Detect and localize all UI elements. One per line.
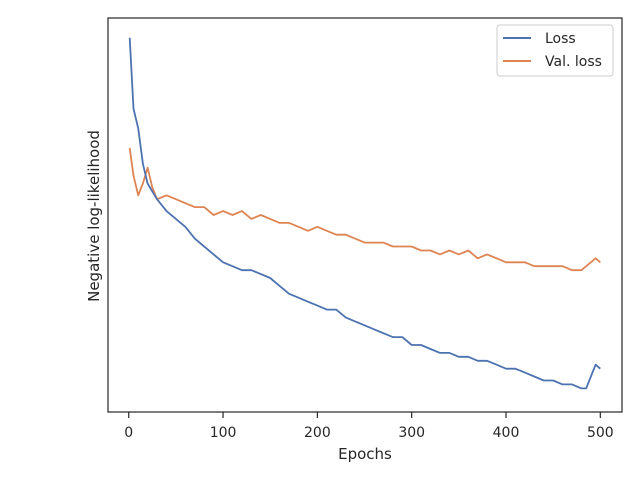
series-line-loss <box>128 37 601 390</box>
legend-label-val-loss: Val. loss <box>545 54 602 70</box>
x-tick-label: 400 <box>493 425 520 441</box>
x-axis-label: Epochs <box>338 445 392 463</box>
series-layer <box>128 37 601 390</box>
x-tick-label: 100 <box>210 425 237 441</box>
x-axis: 0 100 200 300 400 500 <box>124 412 614 441</box>
series-line-val-loss <box>128 147 601 272</box>
x-tick-label: 500 <box>587 425 614 441</box>
x-tick-label: 200 <box>304 425 331 441</box>
y-axis-label: Negative log-likelihood <box>85 130 103 302</box>
legend-label-loss: Loss <box>545 31 576 47</box>
x-tick-label: 300 <box>398 425 425 441</box>
legend: Loss Val. loss <box>496 24 614 77</box>
plot-area <box>107 17 623 413</box>
x-tick-label: 0 <box>124 425 133 441</box>
